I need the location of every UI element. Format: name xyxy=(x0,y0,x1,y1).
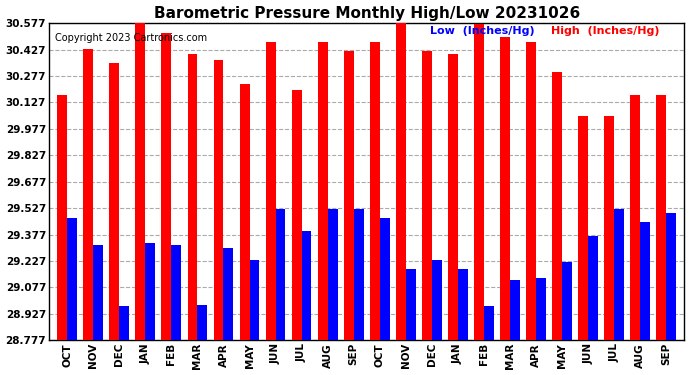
Bar xyxy=(146,243,155,340)
Bar xyxy=(562,262,572,340)
Bar xyxy=(317,42,328,340)
Bar xyxy=(552,72,562,340)
Text: Low  (Inches/Hg): Low (Inches/Hg) xyxy=(431,26,535,36)
Bar xyxy=(266,42,275,340)
Bar xyxy=(67,218,77,340)
Bar xyxy=(432,261,442,340)
Bar xyxy=(214,60,224,340)
Bar xyxy=(630,95,640,340)
Bar xyxy=(171,244,181,340)
Bar xyxy=(484,306,494,340)
Bar xyxy=(588,236,598,340)
Bar xyxy=(57,95,67,340)
Bar xyxy=(250,261,259,340)
Bar xyxy=(110,63,119,340)
Bar xyxy=(354,209,364,340)
Bar xyxy=(640,222,650,340)
Bar xyxy=(656,95,667,340)
Bar xyxy=(93,244,103,340)
Bar xyxy=(406,269,415,340)
Bar xyxy=(474,24,484,340)
Title: Barometric Pressure Monthly High/Low 20231026: Barometric Pressure Monthly High/Low 202… xyxy=(154,6,580,21)
Bar xyxy=(135,14,146,340)
Bar xyxy=(83,49,93,340)
Bar xyxy=(500,37,510,340)
Bar xyxy=(604,116,614,340)
Bar xyxy=(292,90,302,340)
Bar xyxy=(667,213,676,340)
Bar xyxy=(536,278,546,340)
Bar xyxy=(188,54,197,340)
Bar xyxy=(614,209,624,340)
Bar xyxy=(458,269,468,340)
Bar xyxy=(510,280,520,340)
Text: Copyright 2023 Cartronics.com: Copyright 2023 Cartronics.com xyxy=(55,33,208,43)
Bar xyxy=(119,306,129,340)
Bar xyxy=(578,116,588,340)
Bar xyxy=(328,209,337,340)
Bar xyxy=(275,209,286,340)
Bar xyxy=(344,51,354,340)
Bar xyxy=(380,218,390,340)
Bar xyxy=(239,84,250,340)
Bar xyxy=(161,33,171,340)
Text: High  (Inches/Hg): High (Inches/Hg) xyxy=(551,26,660,36)
Bar xyxy=(396,19,406,340)
Bar xyxy=(448,54,458,340)
Bar xyxy=(302,231,311,340)
Bar xyxy=(422,51,432,340)
Bar xyxy=(197,304,207,340)
Bar xyxy=(224,248,233,340)
Bar xyxy=(526,42,536,340)
Bar xyxy=(370,42,380,340)
